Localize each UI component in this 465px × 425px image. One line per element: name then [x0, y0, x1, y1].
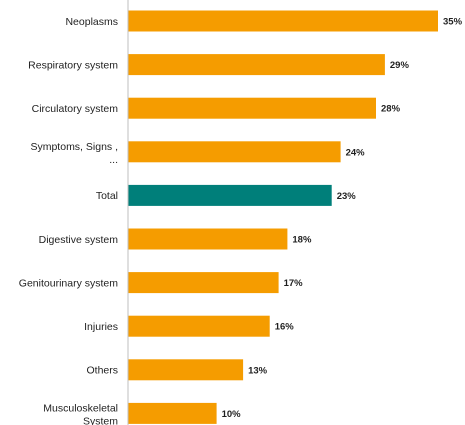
bar-group: 35% Neoplasms — [65, 10, 463, 32]
data-label: 24% — [346, 147, 366, 158]
data-label: 16% — [275, 322, 295, 333]
category-label: Genitourinary system — [19, 277, 118, 289]
bar-group: 10% Musculoskeletal System — [43, 402, 241, 425]
data-label: 35% — [443, 17, 463, 28]
bar — [128, 184, 332, 206]
bar — [128, 97, 376, 119]
bar-group: 17% Genitourinary system — [19, 272, 304, 294]
data-label: 29% — [390, 60, 410, 71]
bar-group: 16% Injuries — [84, 315, 295, 337]
bar — [128, 359, 244, 381]
bar-group: 18% Digestive system — [39, 228, 312, 250]
data-label: 23% — [337, 191, 357, 202]
bar-group: 29% Respiratory system — [28, 54, 410, 76]
category-label: Musculoskeletal System — [43, 402, 118, 425]
category-label: Circulatory system — [32, 103, 119, 115]
data-label: 17% — [284, 278, 304, 289]
data-label: 18% — [292, 235, 312, 246]
bar-group: 24% Symptoms, Signs ,... — [30, 141, 365, 166]
data-label: 13% — [248, 365, 268, 376]
bars-layer: 35% Neoplasms 29% Respiratory system 28% Circ… — [19, 10, 463, 425]
category-label: Symptoms, Signs ,... — [30, 141, 118, 166]
data-label: 10% — [222, 409, 242, 420]
bar — [128, 141, 341, 163]
bar-group: 13% Others — [86, 359, 268, 381]
bar — [128, 272, 279, 294]
category-label: Neoplasms — [65, 16, 118, 28]
bar-group: 23% Total — [96, 184, 357, 206]
bar — [128, 402, 217, 424]
bar-group: 28% Circulatory system — [32, 97, 401, 119]
bar — [128, 54, 385, 76]
category-label: Total — [96, 190, 118, 202]
bar — [128, 315, 270, 337]
category-label: Others — [86, 365, 118, 377]
category-label: Injuries — [84, 321, 118, 333]
bar — [128, 10, 438, 32]
category-label: Digestive system — [39, 234, 119, 246]
data-label: 28% — [381, 104, 401, 115]
category-label: Respiratory system — [28, 59, 118, 71]
bar — [128, 228, 288, 250]
